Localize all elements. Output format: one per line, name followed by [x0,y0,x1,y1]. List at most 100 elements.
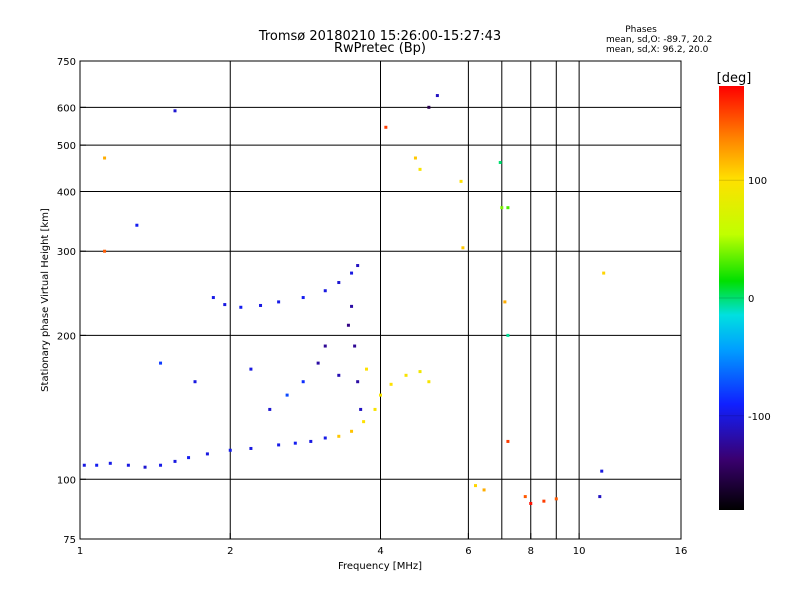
data-point [103,156,107,160]
data-point [316,361,320,365]
data-point [427,105,431,109]
data-point [323,436,327,440]
data-point [359,407,363,411]
chart-subtitle: RwPretec (Bp) [334,41,426,56]
y-tick-label: 200 [57,331,76,342]
data-point [95,463,99,467]
data-point [193,380,197,384]
data-point [373,407,377,411]
y-tick-label: 750 [57,57,76,68]
data-point [506,333,510,337]
data-point [268,407,272,411]
data-point [418,167,422,171]
data-point [353,344,357,348]
data-point [259,303,263,307]
data-point [350,304,354,308]
data-point [379,393,382,397]
x-tick-label: 2 [227,546,233,557]
data-point [82,463,86,467]
data-point [126,463,130,467]
data-point [143,465,147,469]
y-tick-label: 600 [57,103,76,114]
data-point [350,271,354,275]
data-point [108,461,112,465]
chart-title: Tromsø 20180210 15:26:00-15:27:43 [258,29,501,44]
data-point [337,281,341,285]
x-tick-label: 16 [675,546,688,557]
data-point [277,443,281,447]
data-point [323,289,327,293]
data-points [82,94,606,505]
data-point [346,323,350,327]
data-point [211,296,215,300]
data-point [337,373,341,377]
data-point [461,246,465,250]
y-tick-label: 500 [57,141,76,152]
data-point [159,463,163,467]
x-tick-label: 1 [77,546,83,557]
data-point [500,206,504,210]
data-point [473,484,477,488]
data-point [323,344,327,348]
y-axis-label: Stationary phase Virtual Height [km] [40,208,51,392]
data-point [435,94,439,98]
data-point [554,497,558,501]
data-point [337,434,341,438]
data-point [602,271,606,275]
data-point [285,393,289,397]
data-point [249,367,253,371]
data-point [389,382,393,386]
legend-title: Phases [625,25,657,35]
x-tick-label: 6 [465,546,471,557]
data-point [542,499,546,503]
x-tick-label: 4 [377,546,383,557]
data-point [506,439,510,443]
data-point [103,249,107,253]
data-point [293,441,297,445]
data-point [529,501,533,505]
data-point [309,439,313,443]
data-point [249,446,253,450]
colorbar [719,86,744,510]
x-tick-label: 8 [528,546,534,557]
y-tick-label: 100 [57,475,76,486]
data-point [173,109,177,113]
data-point [301,380,305,384]
grid-lines [80,61,681,539]
data-point [459,179,463,183]
y-tick-label: 75 [63,535,76,546]
data-point [498,160,502,164]
x-axis-label: Frequency [MHz] [338,561,422,572]
data-point [503,300,507,304]
y-tick-label: 400 [57,187,76,198]
data-point [600,469,604,473]
data-point [413,156,417,160]
data-point [239,305,243,309]
data-point [356,380,360,384]
data-point [356,264,360,268]
legend-line-x: mean, sd,X: 96.2, 20.0 [606,45,709,55]
data-point [418,370,422,374]
data-point [427,380,431,384]
data-point [384,125,388,129]
x-tick-label: 10 [573,546,586,557]
data-point [482,488,486,492]
data-point [598,495,602,499]
data-point [228,448,232,452]
colorbar-tick-label: -100 [748,412,771,423]
colorbar-label: [deg] [717,71,752,86]
data-point [173,459,177,463]
colorbar-tick-label: 0 [748,294,754,305]
data-point [159,361,163,365]
data-point [404,373,408,377]
y-tick-label: 300 [57,247,76,258]
data-point [523,495,527,499]
data-point [362,420,366,424]
data-point [365,367,369,371]
data-point [277,300,281,304]
colorbar-ticks: 100 0 -100 [719,176,771,423]
legend-line-o: mean, sd,O: -89.7, 20.2 [606,35,712,45]
colorbar-tick-label: 100 [748,176,767,187]
data-point [350,429,354,433]
